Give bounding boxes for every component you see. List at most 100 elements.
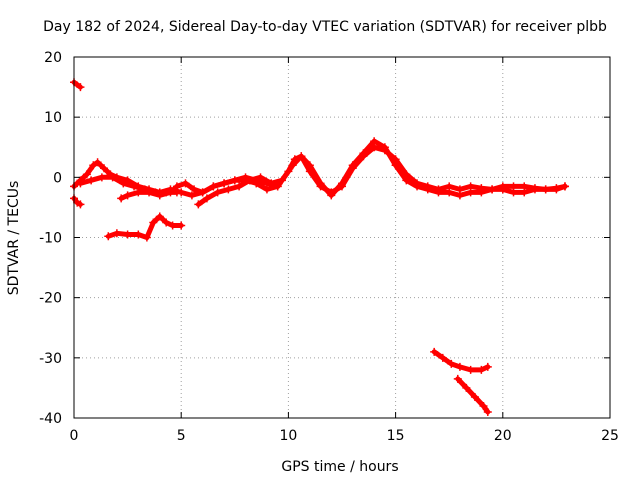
y-tick-label: 10 bbox=[44, 110, 62, 126]
data-point bbox=[104, 232, 113, 241]
grid bbox=[74, 57, 610, 418]
series-arc-2 bbox=[70, 194, 85, 209]
x-axis-label: GPS time / hours bbox=[281, 459, 398, 475]
data-point bbox=[477, 188, 486, 197]
data-point bbox=[256, 173, 265, 182]
data-point bbox=[445, 188, 454, 197]
data-point bbox=[466, 188, 475, 197]
data-point bbox=[453, 374, 462, 383]
data-point bbox=[305, 161, 314, 170]
data-point bbox=[391, 161, 400, 170]
data-point bbox=[166, 188, 175, 197]
data-point bbox=[209, 182, 218, 191]
series-arc-7 bbox=[104, 212, 186, 242]
data-point bbox=[455, 362, 464, 371]
data-point bbox=[235, 182, 244, 191]
data-point bbox=[483, 362, 492, 371]
data-point bbox=[423, 185, 432, 194]
data-point bbox=[202, 194, 211, 203]
data-point bbox=[509, 188, 518, 197]
data-point bbox=[134, 188, 143, 197]
data-point bbox=[359, 149, 368, 158]
y-tick-label: 0 bbox=[53, 170, 62, 186]
data-point bbox=[470, 392, 479, 401]
data-point bbox=[447, 359, 456, 368]
data-point bbox=[112, 229, 121, 238]
data-point bbox=[560, 182, 569, 191]
data-point bbox=[76, 200, 85, 209]
y-axis-label: SDTVAR / TECUs bbox=[6, 181, 22, 296]
x-tick-label: 10 bbox=[279, 428, 297, 444]
data-point bbox=[413, 182, 422, 191]
series-band bbox=[105, 213, 184, 240]
data-point bbox=[177, 221, 186, 230]
data-point bbox=[155, 191, 164, 200]
data-point bbox=[190, 185, 199, 194]
chart-title: Day 182 of 2024, Sidereal Day-to-day VTE… bbox=[43, 19, 607, 35]
data-point bbox=[477, 365, 486, 374]
data-point bbox=[123, 230, 132, 239]
data-point bbox=[76, 179, 85, 188]
data-point bbox=[142, 233, 151, 242]
y-tick-label: -10 bbox=[39, 231, 62, 247]
series-arc-9 bbox=[453, 374, 492, 416]
x-tick-label: 20 bbox=[494, 428, 512, 444]
data-point bbox=[370, 137, 379, 146]
data-point bbox=[245, 176, 254, 185]
x-tick-label: 15 bbox=[387, 428, 405, 444]
series-band bbox=[71, 79, 83, 90]
axis-ticks: 0 5 10 15 20 25 -40 -30 -20 -10 0 10 20 bbox=[39, 50, 619, 444]
data-point bbox=[89, 161, 98, 170]
data-point bbox=[194, 200, 203, 209]
data-point bbox=[123, 191, 132, 200]
data-point bbox=[552, 185, 561, 194]
data-point bbox=[134, 230, 143, 239]
data-point bbox=[162, 218, 171, 227]
data-point bbox=[145, 188, 154, 197]
x-tick-label: 25 bbox=[601, 428, 619, 444]
data-point bbox=[277, 176, 286, 185]
data-point bbox=[541, 185, 550, 194]
data-point bbox=[316, 179, 325, 188]
data-point bbox=[108, 173, 117, 182]
y-tick-label: -20 bbox=[39, 291, 62, 307]
data-point bbox=[466, 365, 475, 374]
data-point bbox=[87, 176, 96, 185]
data-point bbox=[149, 218, 158, 227]
data-point bbox=[168, 221, 177, 230]
data-point bbox=[76, 83, 85, 92]
data-point bbox=[462, 383, 471, 392]
data-point bbox=[220, 179, 229, 188]
series-arc-1 bbox=[70, 78, 85, 92]
data-point bbox=[402, 176, 411, 185]
data-point bbox=[438, 353, 447, 362]
data-point bbox=[155, 212, 164, 221]
data-point bbox=[181, 179, 190, 188]
data-points bbox=[70, 78, 569, 416]
data-point bbox=[338, 179, 346, 188]
data-point bbox=[530, 185, 539, 194]
x-tick-label: 0 bbox=[70, 428, 79, 444]
series-arc-6 bbox=[194, 137, 569, 209]
series-arc-8 bbox=[430, 347, 492, 374]
data-point bbox=[455, 191, 464, 200]
data-point bbox=[483, 407, 492, 416]
data-point bbox=[230, 176, 239, 185]
data-point bbox=[327, 191, 336, 200]
y-tick-label: -40 bbox=[39, 411, 62, 427]
data-point bbox=[213, 188, 222, 197]
data-point bbox=[130, 182, 139, 191]
x-tick-label: 5 bbox=[177, 428, 186, 444]
data-point bbox=[479, 401, 488, 410]
data-point bbox=[498, 185, 507, 194]
data-point bbox=[434, 188, 443, 197]
data-point bbox=[520, 188, 529, 197]
data-point bbox=[488, 185, 497, 194]
data-point bbox=[267, 179, 276, 188]
data-point bbox=[288, 161, 297, 170]
data-point bbox=[187, 191, 196, 200]
data-point bbox=[100, 164, 109, 173]
data-point bbox=[82, 170, 91, 179]
series-band bbox=[77, 174, 180, 195]
